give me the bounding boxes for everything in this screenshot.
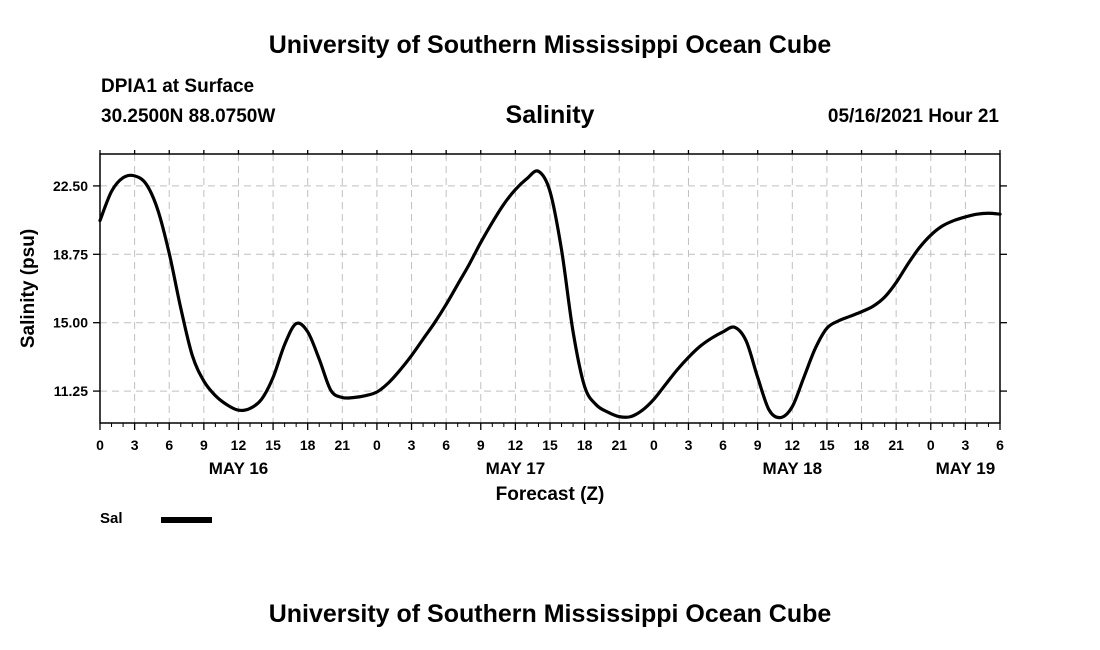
x-axis-label: Forecast (Z) — [496, 484, 605, 505]
y-axis-label: Salinity (psu) — [18, 229, 39, 348]
y-tick-label: 15.00 — [53, 315, 88, 331]
date-label: MAY 19 — [936, 459, 996, 478]
station-label: DPIA1 at Surface — [101, 76, 255, 97]
y-tick-label: 18.75 — [53, 246, 88, 262]
y-tick-label: 11.25 — [54, 383, 88, 399]
x-tick-label: 21 — [611, 437, 627, 453]
x-axis-ticks: 0 3 6 9 12 15 18 21 0 3 6 9 12 15 18 21 0 3 6 9 12 15 18 21 0 3 6 — [96, 150, 1004, 453]
y-axis-ticks: 11.25 15.00 18.75 22.50 — [53, 178, 1007, 399]
x-tick-label: 6 — [442, 437, 450, 453]
x-tick-label: 0 — [650, 437, 658, 453]
y-tick-label: 22.50 — [53, 178, 88, 194]
date-label: MAY 17 — [486, 459, 546, 478]
x-tick-label: 0 — [96, 437, 104, 453]
date-labels: MAY 16 MAY 17 MAY 18 MAY 19 — [209, 459, 995, 478]
date-label: MAY 18 — [763, 459, 823, 478]
x-tick-label: 6 — [996, 437, 1004, 453]
x-tick-label: 12 — [785, 437, 801, 453]
x-tick-label: 18 — [577, 437, 593, 453]
x-tick-label: 0 — [927, 437, 935, 453]
forecast-datetime: 05/16/2021 Hour 21 — [827, 106, 999, 127]
x-tick-label: 3 — [408, 437, 416, 453]
x-tick-label: 9 — [477, 437, 485, 453]
x-tick-label: 15 — [542, 437, 558, 453]
x-tick-label: 9 — [754, 437, 762, 453]
x-tick-label: 3 — [961, 437, 969, 453]
chart-title-bottom: University of Southern Mississippi Ocean… — [268, 600, 832, 628]
x-tick-label: 15 — [819, 437, 835, 453]
x-tick-label: 3 — [131, 437, 139, 453]
x-tick-label: 12 — [508, 437, 524, 453]
date-label: MAY 16 — [209, 459, 269, 478]
series-line-sal — [98, 169, 1002, 420]
x-tick-label: 6 — [165, 437, 173, 453]
x-tick-label: 21 — [335, 437, 351, 453]
variable-title: Salinity — [505, 101, 595, 129]
legend-swatch — [161, 517, 212, 523]
coordinates-label: 30.2500N 88.0750W — [101, 106, 276, 127]
x-tick-label: 12 — [231, 437, 247, 453]
x-tick-label: 9 — [200, 437, 208, 453]
x-tick-label: 21 — [888, 437, 904, 453]
x-tick-label: 18 — [854, 437, 870, 453]
x-tick-label: 18 — [300, 437, 316, 453]
plot-frame — [99, 153, 1001, 424]
x-tick-label: 3 — [685, 437, 693, 453]
x-tick-label: 6 — [719, 437, 727, 453]
legend-label: Sal — [100, 510, 123, 527]
chart-title-top: University of Southern Mississippi Ocean… — [268, 31, 832, 59]
x-tick-label: 0 — [373, 437, 381, 453]
x-tick-label: 15 — [265, 437, 281, 453]
grid-lines — [100, 154, 1000, 423]
